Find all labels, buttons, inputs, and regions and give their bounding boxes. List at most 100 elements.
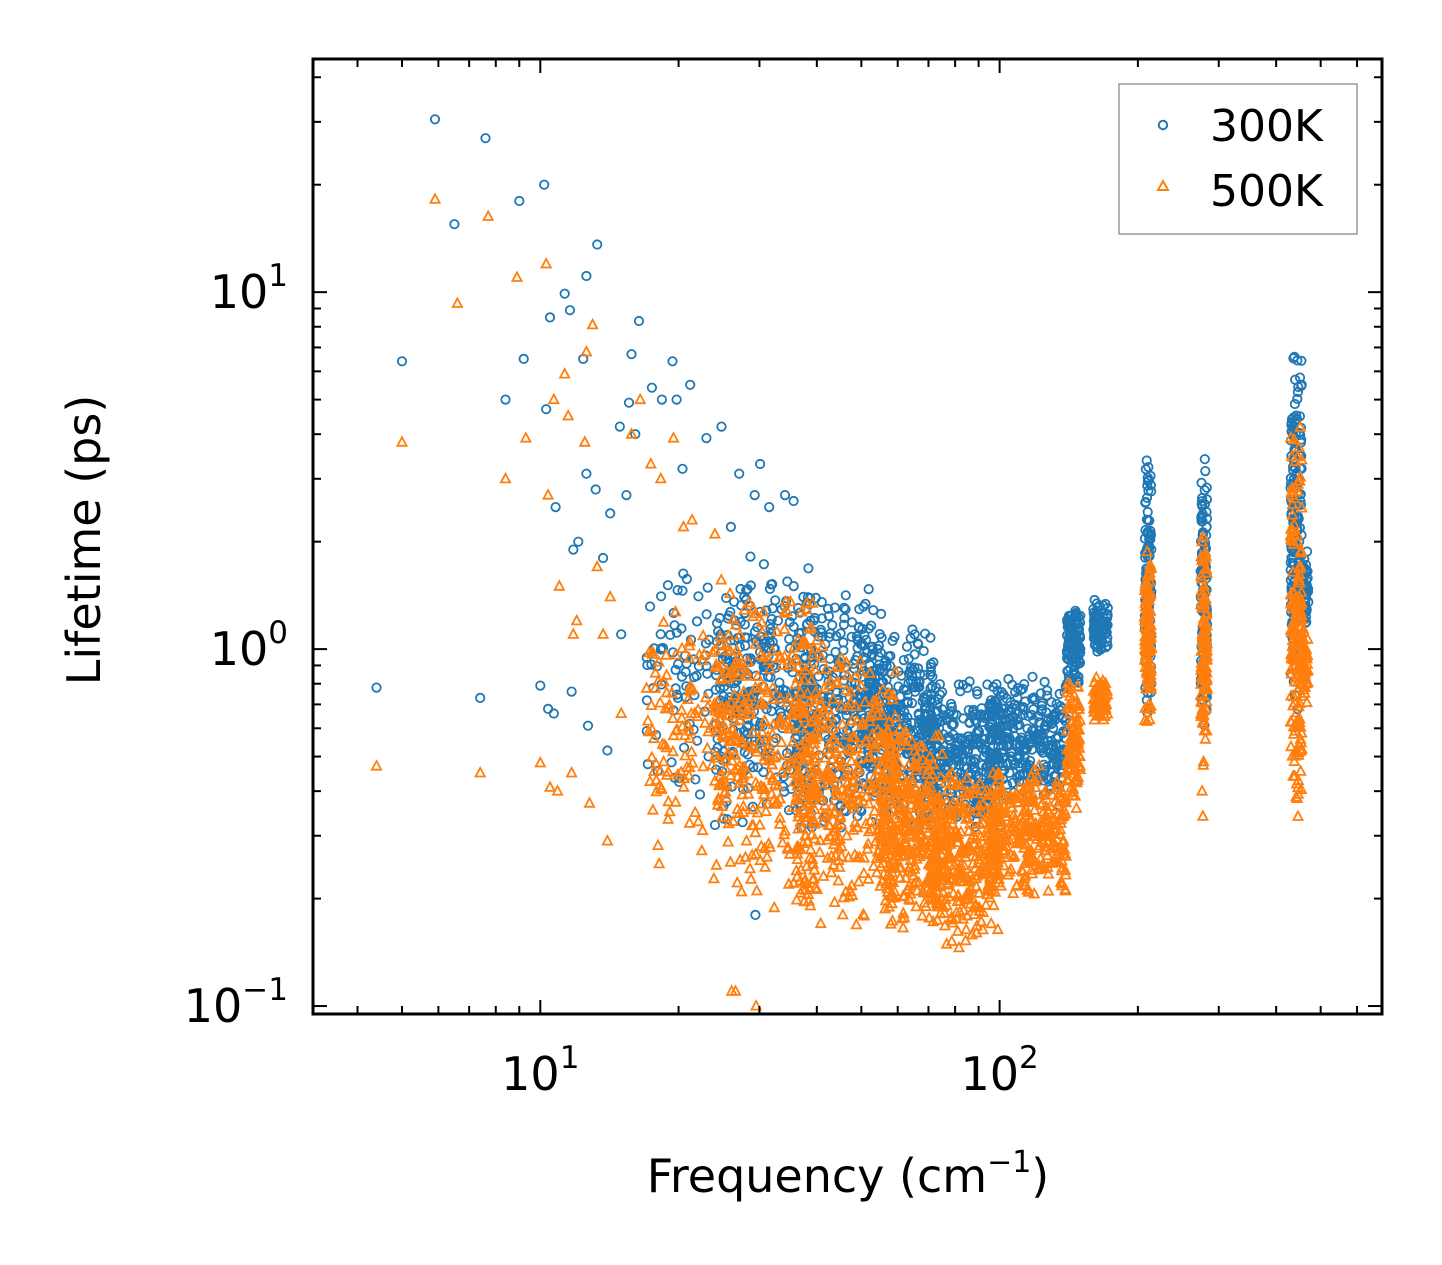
data-point-500K <box>829 805 842 817</box>
data-point-500K <box>837 757 850 769</box>
data-point-500K <box>973 856 986 868</box>
data-point-300K <box>677 463 688 474</box>
data-point-500K <box>823 818 836 831</box>
data-point-500K <box>937 821 951 833</box>
data-point-500K <box>1065 730 1078 742</box>
data-point-500K <box>905 864 918 877</box>
data-point-300K <box>1196 516 1207 527</box>
data-point-500K <box>570 613 583 626</box>
data-point-300K <box>970 766 981 777</box>
data-point-500K <box>991 922 1004 935</box>
data-point-500K <box>1138 609 1151 621</box>
data-point-500K <box>929 845 942 858</box>
data-point-300K <box>925 695 937 706</box>
data-point-500K <box>990 828 1003 840</box>
data-point-300K <box>518 353 529 364</box>
data-point-300K <box>559 288 570 299</box>
data-point-500K <box>896 782 909 794</box>
data-point-500K <box>1294 470 1307 482</box>
data-point-300K <box>972 739 983 750</box>
data-point-300K <box>1289 398 1301 410</box>
data-point-500K <box>909 763 923 775</box>
data-point-300K <box>986 724 997 736</box>
data-point-300K <box>868 605 879 616</box>
data-point-300K <box>962 747 973 758</box>
data-point-500K <box>1055 853 1068 866</box>
data-point-500K <box>658 738 671 750</box>
data-point-500K <box>803 851 816 863</box>
data-point-500K <box>733 758 746 771</box>
data-point-300K <box>1096 643 1107 654</box>
data-point-300K <box>539 179 550 190</box>
data-point-500K <box>805 673 818 686</box>
data-point-500K <box>919 847 932 860</box>
data-point-500K <box>1059 849 1073 861</box>
data-point-500K <box>689 805 702 817</box>
data-point-300K <box>967 763 979 774</box>
data-point-300K <box>1041 707 1052 718</box>
data-point-500K <box>1088 675 1101 687</box>
data-point-500K <box>708 527 722 539</box>
data-point-500K <box>1021 824 1034 837</box>
data-point-500K <box>654 471 667 484</box>
data-point-300K <box>688 672 700 683</box>
data-point-300K <box>1070 605 1081 616</box>
data-point-500K <box>740 834 753 846</box>
data-point-500K <box>785 706 798 719</box>
data-point-500K <box>714 671 728 683</box>
data-point-300K <box>626 349 637 360</box>
data-point-500K <box>790 893 803 905</box>
data-point-300K <box>735 583 746 595</box>
data-point-500K <box>881 725 895 737</box>
data-point-300K <box>748 762 759 773</box>
data-point-500K <box>773 791 786 804</box>
data-point-300K <box>667 356 678 367</box>
data-point-500K <box>757 787 771 800</box>
data-point-500K <box>779 594 792 607</box>
data-point-500K <box>722 746 735 758</box>
data-point-500K <box>1197 611 1210 624</box>
data-point-500K <box>757 650 770 662</box>
data-point-500K <box>790 791 803 803</box>
data-point-500K <box>1033 838 1046 851</box>
data-point-500K <box>547 392 560 405</box>
data-point-500K <box>867 789 881 802</box>
data-point-300K <box>986 717 998 729</box>
data-point-500K <box>1294 764 1307 776</box>
data-point-500K <box>936 843 949 855</box>
data-point-500K <box>766 692 779 705</box>
data-point-300K <box>985 749 996 760</box>
data-point-500K <box>985 916 998 929</box>
data-point-500K <box>992 772 1005 784</box>
data-point-500K <box>874 837 887 850</box>
data-point-500K <box>714 713 727 726</box>
data-point-500K <box>976 905 990 917</box>
data-point-500K <box>1195 687 1208 699</box>
data-point-500K <box>757 697 770 710</box>
data-point-300K <box>920 697 931 708</box>
data-point-500K <box>766 727 779 739</box>
data-point-300K <box>725 521 737 533</box>
data-point-500K <box>650 773 663 785</box>
data-point-300K <box>857 730 868 741</box>
data-point-500K <box>1046 788 1059 800</box>
data-point-500K <box>875 793 889 805</box>
data-point-500K <box>1196 601 1209 613</box>
data-point-500K <box>910 875 923 887</box>
data-point-500K <box>726 666 739 678</box>
data-point-500K <box>1054 816 1068 828</box>
data-point-500K <box>883 788 896 800</box>
data-point-300K <box>709 819 721 831</box>
data-point-500K <box>795 605 808 617</box>
data-point-300K <box>1028 724 1039 736</box>
data-point-500K <box>840 828 853 841</box>
data-point-500K <box>1022 789 1035 802</box>
data-point-500K <box>1026 866 1039 879</box>
data-point-500K <box>1195 553 1209 565</box>
data-point-500K <box>729 618 742 630</box>
data-point-300K <box>951 709 962 720</box>
data-point-500K <box>956 840 969 852</box>
data-point-500K <box>724 855 737 867</box>
data-point-500K <box>1139 681 1153 694</box>
data-point-300K <box>1285 557 1296 568</box>
